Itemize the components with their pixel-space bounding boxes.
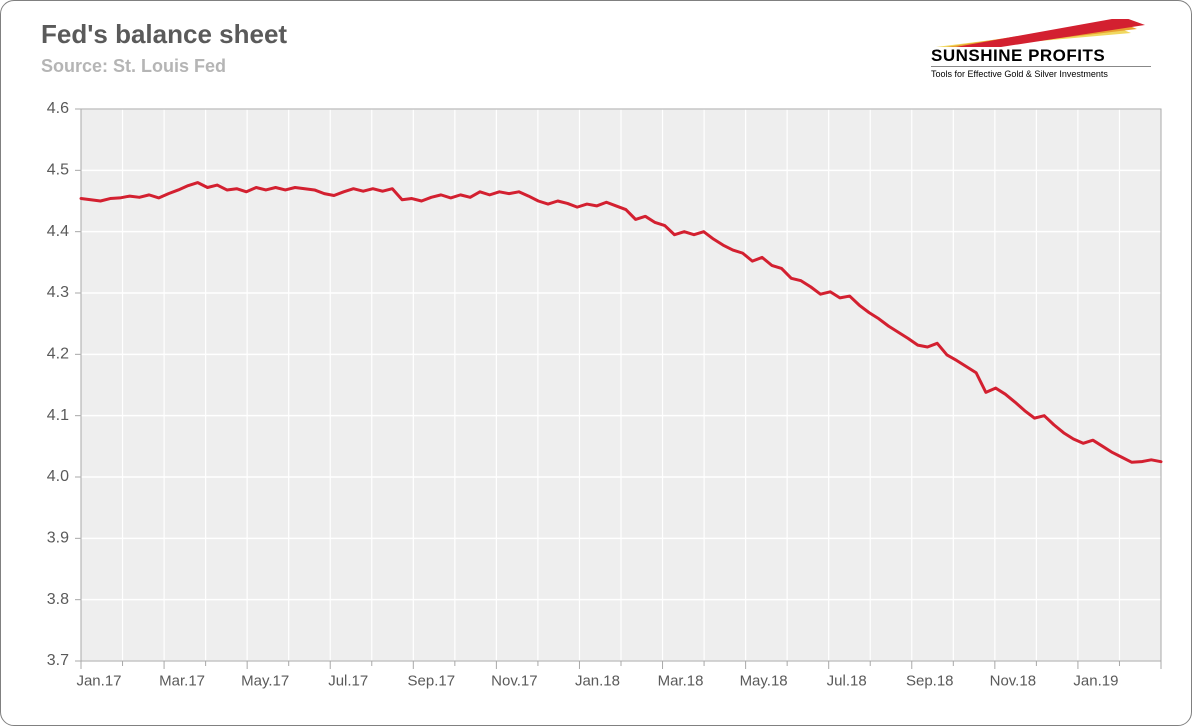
svg-text:4.6: 4.6 [47,101,69,117]
logo-tagline-text: Tools for Effective Gold & Silver Invest… [931,66,1151,79]
svg-text:Jul.17: Jul.17 [328,672,368,689]
svg-text:Jan.17: Jan.17 [76,672,121,689]
chart-source: Source: St. Louis Fed [41,56,287,77]
svg-text:3.7: 3.7 [47,652,69,669]
svg-text:Sep.18: Sep.18 [906,672,954,689]
svg-text:Jan.18: Jan.18 [575,672,620,689]
svg-text:Jul.18: Jul.18 [827,672,867,689]
svg-text:Nov.17: Nov.17 [491,672,537,689]
brand-logo: SUNSHINE PROFITS Tools for Effective Gol… [931,19,1151,79]
svg-text:May.18: May.18 [740,672,788,689]
chart-area: 3.7 3.8 3.9 4.0 4.1 4.2 4.3 4.4 4.5 4.6 Jan.17 Mar.… [21,101,1171,705]
logo-swoosh-icon [931,19,1151,49]
svg-text:4.1: 4.1 [47,407,69,424]
svg-text:Mar.17: Mar.17 [159,672,205,689]
svg-text:4.0: 4.0 [47,468,69,485]
svg-text:3.8: 3.8 [47,591,69,608]
chart-card: Fed's balance sheet Source: St. Louis Fe… [0,0,1192,726]
chart-title: Fed's balance sheet [41,19,287,50]
svg-text:Nov.18: Nov.18 [990,672,1036,689]
svg-text:Jan.19: Jan.19 [1073,672,1118,689]
svg-text:4.5: 4.5 [47,162,69,179]
svg-text:Mar.18: Mar.18 [658,672,704,689]
logo-brand-text: SUNSHINE PROFITS [931,47,1151,64]
svg-text:Sep.17: Sep.17 [408,672,456,689]
line-chart: 3.7 3.8 3.9 4.0 4.1 4.2 4.3 4.4 4.5 4.6 Jan.17 Mar.… [21,101,1173,707]
svg-text:3.9: 3.9 [47,530,69,547]
title-block: Fed's balance sheet Source: St. Louis Fe… [41,19,287,77]
svg-text:May.17: May.17 [241,672,289,689]
header: Fed's balance sheet Source: St. Louis Fe… [41,19,1151,79]
svg-text:4.3: 4.3 [47,284,69,301]
svg-text:4.2: 4.2 [47,346,69,363]
svg-text:4.4: 4.4 [47,223,69,240]
